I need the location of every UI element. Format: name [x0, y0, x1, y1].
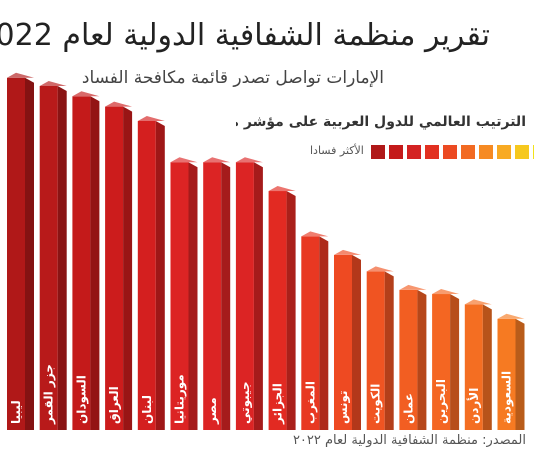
bar-front [301, 236, 320, 430]
bar-11: تونس [334, 249, 361, 430]
bar-9: الجزائر [268, 186, 296, 430]
category-label: ليبيا [9, 400, 23, 424]
bar-5: لبنان [137, 116, 165, 430]
bar-side [384, 271, 394, 430]
legend-note: الأكثر فسادا [310, 144, 364, 157]
bar-top [170, 157, 198, 163]
category-label: الأردن [466, 388, 481, 424]
legend-swatch [389, 145, 403, 159]
bar-top [137, 116, 165, 121]
bar-4: العراق [105, 101, 133, 430]
bar-front [432, 294, 451, 430]
legend-swatch [407, 145, 421, 159]
bar-front [203, 162, 222, 430]
bar-side [352, 254, 361, 430]
legend-swatch [425, 145, 439, 159]
bar-top [72, 91, 100, 97]
bar-side [286, 191, 296, 430]
bar-top [432, 289, 460, 295]
bar-top [235, 157, 263, 163]
bar-13: عمان [399, 284, 427, 430]
bar-front [170, 162, 189, 430]
category-label: العراق [107, 386, 121, 424]
bar-top [7, 72, 34, 78]
bar-side [221, 162, 231, 430]
bar-front [464, 304, 483, 430]
bar-side [253, 162, 263, 430]
category-label: مصر [205, 397, 219, 425]
bar-top [39, 80, 67, 86]
chart-panel: تقرير منظمة الشفافية الدولية لعام 2022 ا… [0, 18, 534, 430]
bar-front [399, 289, 418, 430]
bar-top [464, 299, 492, 305]
chart-subtitle: الإمارات تواصل تصدر قائمة مكافحة الفساد [81, 68, 384, 88]
category-label: المغرب [303, 381, 317, 424]
bar-top [301, 231, 329, 237]
category-label: جيبوتي [238, 381, 253, 424]
bar-front [137, 121, 156, 430]
bar-front [366, 271, 385, 430]
bar-top [399, 284, 427, 290]
bar-front [334, 254, 352, 430]
category-label: جزر القمر [42, 364, 56, 425]
category-label: السودان [74, 375, 89, 424]
bar-side [482, 304, 492, 430]
bar-chart: ليبيا جزر القمر السودان العراق لبنان موريتاني… [7, 72, 525, 430]
bar-front [72, 96, 91, 430]
bar-front [497, 318, 516, 430]
bar-side [25, 77, 34, 430]
legend-swatch [371, 145, 385, 159]
legend-color-scale [371, 145, 534, 159]
legend-title: الترتيب العالمي للدول العربية على مؤشر م… [236, 114, 526, 130]
legend-swatch [461, 145, 475, 159]
legend-swatch [515, 145, 529, 159]
bar-side [417, 289, 427, 430]
category-label: عمان [401, 393, 415, 424]
bar-10: المغرب [301, 231, 329, 430]
legend-swatch [479, 145, 493, 159]
bar-side [188, 162, 198, 430]
bar-15: الأردن [464, 299, 492, 430]
bar-8: جيبوتي [235, 157, 263, 430]
bar-top [105, 101, 133, 107]
category-label: تونس [336, 391, 351, 425]
bar-side [155, 121, 165, 430]
legend-swatch [497, 145, 511, 159]
bar-1: ليبيا [7, 72, 34, 430]
bar-side [123, 106, 133, 430]
bar-top [366, 266, 394, 272]
bar-14: البحرين [432, 289, 460, 430]
bar-side [515, 318, 525, 430]
bar-front [235, 162, 254, 430]
bar-top [268, 186, 296, 192]
source-caption: المصدر: منظمة الشفافية الدولية لعام ٢٠٢٢ [292, 433, 526, 448]
bar-6: موريتانيا [170, 157, 198, 430]
category-label: السعودية [500, 371, 515, 424]
category-label: لبنان [140, 395, 154, 424]
bar-top [334, 249, 361, 255]
bar-side [450, 294, 460, 430]
bar-2: جزر القمر [39, 80, 67, 430]
bar-front [268, 191, 287, 430]
bar-side [90, 96, 100, 430]
category-label: الجزائر [271, 383, 285, 425]
bar-3: السودان [72, 91, 100, 430]
category-label: موريتانيا [173, 374, 188, 424]
category-label: البحرين [434, 379, 448, 424]
category-label: الكويت [369, 384, 384, 424]
chart-title: تقرير منظمة الشفافية الدولية لعام 2022 [0, 18, 490, 53]
bar-7: مصر [203, 157, 231, 430]
legend-swatch [443, 145, 457, 159]
bar-front [39, 85, 58, 430]
bar-side [57, 85, 67, 430]
bar-front [105, 106, 124, 430]
bar-top [203, 157, 231, 163]
bar-top [497, 313, 525, 319]
bar-16: السعودية [497, 313, 525, 430]
bar-side [319, 236, 329, 430]
bar-12: الكويت [366, 266, 394, 430]
bar-front [7, 77, 25, 430]
